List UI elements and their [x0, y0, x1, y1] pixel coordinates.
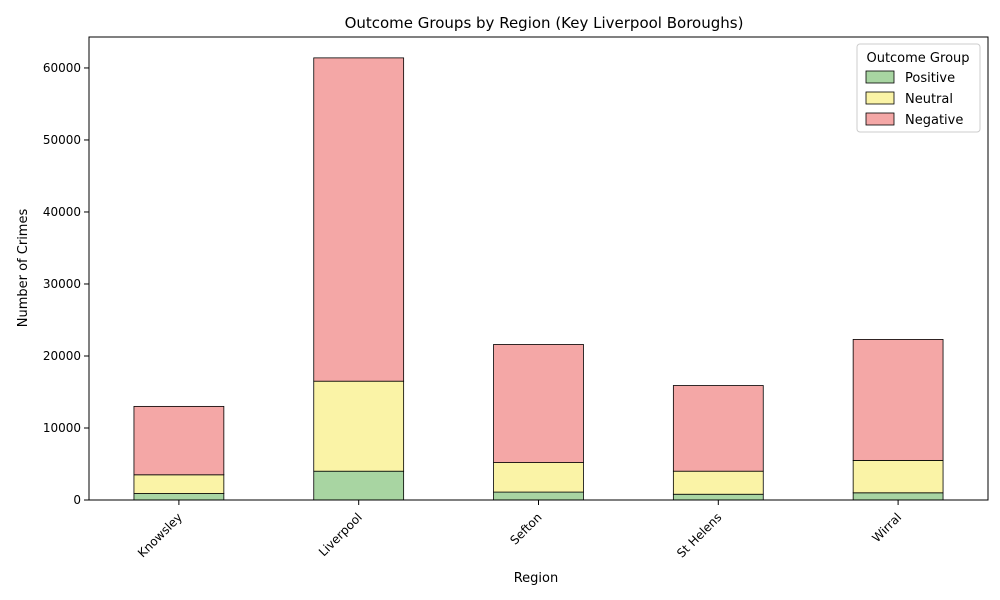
y-axis-label: Number of Crimes — [16, 209, 31, 328]
bar-negative-knowsley — [133, 405, 225, 476]
legend-label-neutral: Neutral — [905, 92, 953, 107]
bar-neutral-knowsley — [133, 474, 225, 494]
legend-swatch-positive — [865, 70, 895, 84]
legend-title: Outcome Group — [866, 51, 969, 66]
x-axis: Knowsley Liverpool Sefton St Helens Wirral — [135, 500, 904, 561]
bar-neutral-wirral — [852, 459, 944, 494]
legend-label-negative: Negative — [905, 113, 963, 128]
x-tick-label: Sefton — [507, 510, 544, 547]
x-tick-label: St Helens — [674, 510, 724, 560]
bar-neutral-st-helens — [672, 470, 764, 495]
legend-swatch-negative — [865, 112, 895, 126]
y-axis: 0 10000 20000 30000 40000 50000 60000 — [43, 61, 89, 507]
y-tick-label: 30000 — [43, 277, 81, 291]
y-tick-label: 40000 — [43, 205, 81, 219]
legend-items: Positive Neutral Negative — [865, 70, 963, 128]
bar-neutral-sefton — [493, 462, 584, 493]
bar-positive-wirral — [852, 492, 944, 501]
bar-negative-liverpool — [313, 57, 405, 382]
legend-box — [856, 43, 981, 133]
y-tick-label: 10000 — [43, 421, 81, 435]
bars-group — [133, 57, 944, 501]
legend-swatch-neutral — [865, 91, 895, 105]
x-tick-label: Wirral — [869, 510, 904, 545]
bar-positive-knowsley — [133, 493, 225, 501]
y-tick-label: 60000 — [43, 61, 81, 75]
x-tick-label: Knowsley — [135, 510, 185, 560]
y-tick-label: 0 — [73, 493, 81, 507]
bar-negative-st-helens — [672, 385, 764, 472]
y-tick-label: 50000 — [43, 133, 81, 147]
bar-negative-sefton — [493, 344, 584, 463]
bar-neutral-liverpool — [313, 380, 405, 472]
bar-negative-wirral — [852, 339, 944, 461]
chart-title: Outcome Groups by Region (Key Liverpool … — [345, 14, 744, 32]
x-tick-label: Liverpool — [316, 510, 365, 559]
x-axis-label: Region — [514, 571, 559, 586]
legend: Outcome Group Positive Neutral Negative — [856, 43, 981, 133]
bar-positive-st-helens — [672, 493, 764, 501]
y-tick-label: 20000 — [43, 349, 81, 363]
bar-positive-liverpool — [313, 470, 405, 501]
legend-label-positive: Positive — [905, 71, 955, 86]
bar-positive-sefton — [493, 491, 584, 501]
